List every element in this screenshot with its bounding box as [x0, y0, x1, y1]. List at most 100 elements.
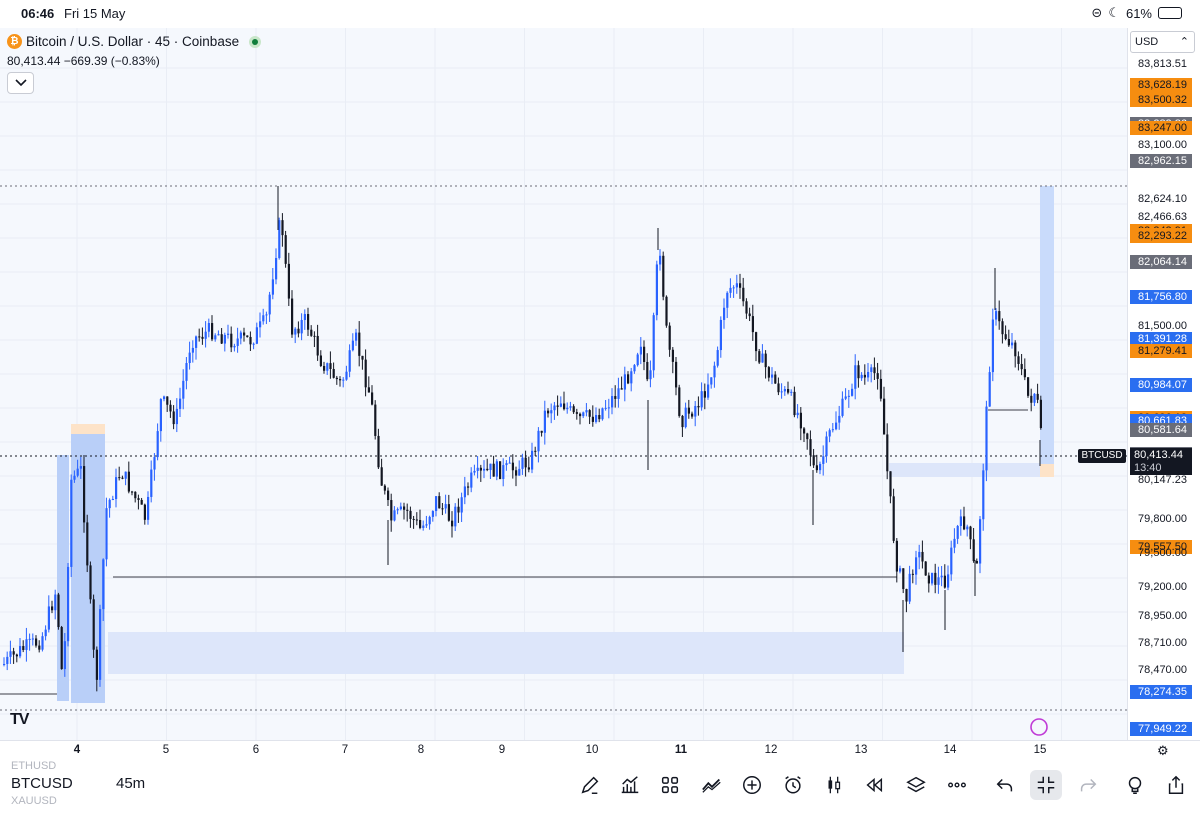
interval-button[interactable]: 45m: [116, 775, 146, 792]
symbol-tag: BTCUSD: [1078, 449, 1126, 463]
symbol-current[interactable]: BTCUSD: [11, 775, 73, 792]
candle-body: [463, 486, 466, 498]
candle-body: [764, 353, 767, 368]
candle-body: [982, 470, 985, 520]
ideas-button[interactable]: [1119, 770, 1151, 800]
chart-canvas[interactable]: [0, 28, 1127, 740]
add-button[interactable]: [736, 770, 768, 800]
candle-body: [412, 518, 415, 520]
candle-body: [675, 361, 678, 388]
candle-body: [739, 283, 742, 288]
candle-body: [396, 509, 399, 511]
fullscreen-button[interactable]: [1030, 770, 1062, 800]
candle-body: [915, 557, 918, 575]
candle-body: [342, 379, 345, 381]
draw-tool-button[interactable]: [574, 770, 606, 800]
candle-body: [361, 355, 364, 360]
price-label: 78,710.00: [1138, 636, 1187, 649]
candle-body: [787, 389, 790, 393]
candle-body: [3, 663, 6, 665]
link-icon: ⊝: [1091, 5, 1103, 20]
price-label: 82,293.22: [1130, 229, 1192, 244]
candle-body: [95, 649, 98, 680]
candle-body: [899, 568, 902, 572]
candle-body: [998, 311, 1001, 322]
redo-icon: [1080, 778, 1097, 792]
candle-body: [409, 510, 412, 519]
chart-type-button[interactable]: [696, 770, 728, 800]
price-chart[interactable]: [0, 28, 1127, 740]
candle-body: [399, 506, 402, 510]
candle-body: [76, 468, 79, 476]
price-label: 83,247.00: [1130, 121, 1192, 136]
candle-body: [585, 410, 588, 413]
candle-body: [175, 408, 178, 425]
undo-button[interactable]: [989, 770, 1021, 800]
candle-body: [63, 641, 66, 670]
time-label: 9: [498, 744, 506, 756]
candles-button[interactable]: [818, 770, 850, 800]
symbol-previous[interactable]: ETHUSD: [11, 760, 57, 772]
candle-body: [150, 469, 153, 497]
settings-gear-icon[interactable]: ⚙: [1157, 743, 1169, 758]
candle-body: [540, 430, 543, 433]
candle-body: [227, 333, 230, 335]
candle-body: [879, 378, 882, 399]
candle-body: [831, 429, 834, 431]
bar-countdown: 13:40: [1134, 462, 1162, 474]
indicators-button[interactable]: [614, 770, 646, 800]
layouts-button[interactable]: [654, 770, 686, 800]
candle-body: [844, 396, 847, 399]
bottom-toolbar: [0, 762, 1200, 827]
collapse-legend-button[interactable]: [7, 72, 34, 94]
alert-badge-icon: [1030, 718, 1048, 736]
candle-body: [441, 508, 444, 510]
candle-body: [265, 314, 268, 316]
currency-select[interactable]: USD ⌃: [1130, 31, 1195, 53]
candle-body: [230, 333, 233, 348]
share-button[interactable]: [1160, 770, 1192, 800]
more-button[interactable]: [941, 770, 973, 800]
price-label: 83,813.51: [1138, 58, 1187, 70]
candle-body: [710, 377, 713, 385]
price-label: 83,628.19: [1130, 78, 1192, 92]
candle-body: [316, 335, 319, 356]
candle-body: [511, 462, 514, 471]
candle-body: [431, 511, 434, 517]
candle-body: [521, 457, 524, 469]
candle-body: [118, 477, 121, 479]
candle-body: [828, 430, 831, 437]
supply-zone: [1040, 464, 1054, 477]
candle-body: [630, 371, 633, 384]
candle-body: [291, 298, 294, 335]
candle-body: [489, 463, 492, 471]
candle-body: [351, 340, 354, 351]
candle-body: [665, 296, 668, 326]
candle-body: [1020, 363, 1023, 370]
candle-body: [547, 410, 550, 414]
status-bar: 06:46 Fri 15 May ⊝ ☾ 61%: [0, 0, 1200, 28]
candle-body: [182, 380, 185, 399]
candle-body: [847, 395, 850, 397]
symbol-next[interactable]: XAUUSD: [11, 795, 57, 807]
candle-body: [403, 506, 406, 510]
candle-body: [105, 508, 108, 560]
candle-body: [268, 294, 271, 315]
replay-icon: [866, 777, 883, 793]
chart-legend[interactable]: ₿ Bitcoin / U.S. Dollar · 45 · Coinbase: [7, 34, 262, 49]
replay-button[interactable]: [858, 770, 890, 800]
candle-body: [659, 255, 662, 265]
candle-body: [303, 314, 306, 320]
candle-body: [185, 363, 188, 381]
alert-button[interactable]: [777, 770, 809, 800]
candle-body: [972, 539, 975, 561]
candle-body: [985, 406, 988, 471]
candle-body: [364, 359, 367, 388]
candle-body: [979, 519, 982, 564]
objects-button[interactable]: [900, 770, 932, 800]
price-label: 83,100.00: [1138, 138, 1187, 151]
plus-circle-icon: [743, 776, 761, 794]
time-axis[interactable]: [0, 740, 1200, 762]
redo-button[interactable]: [1072, 770, 1104, 800]
candle-body: [633, 365, 636, 372]
